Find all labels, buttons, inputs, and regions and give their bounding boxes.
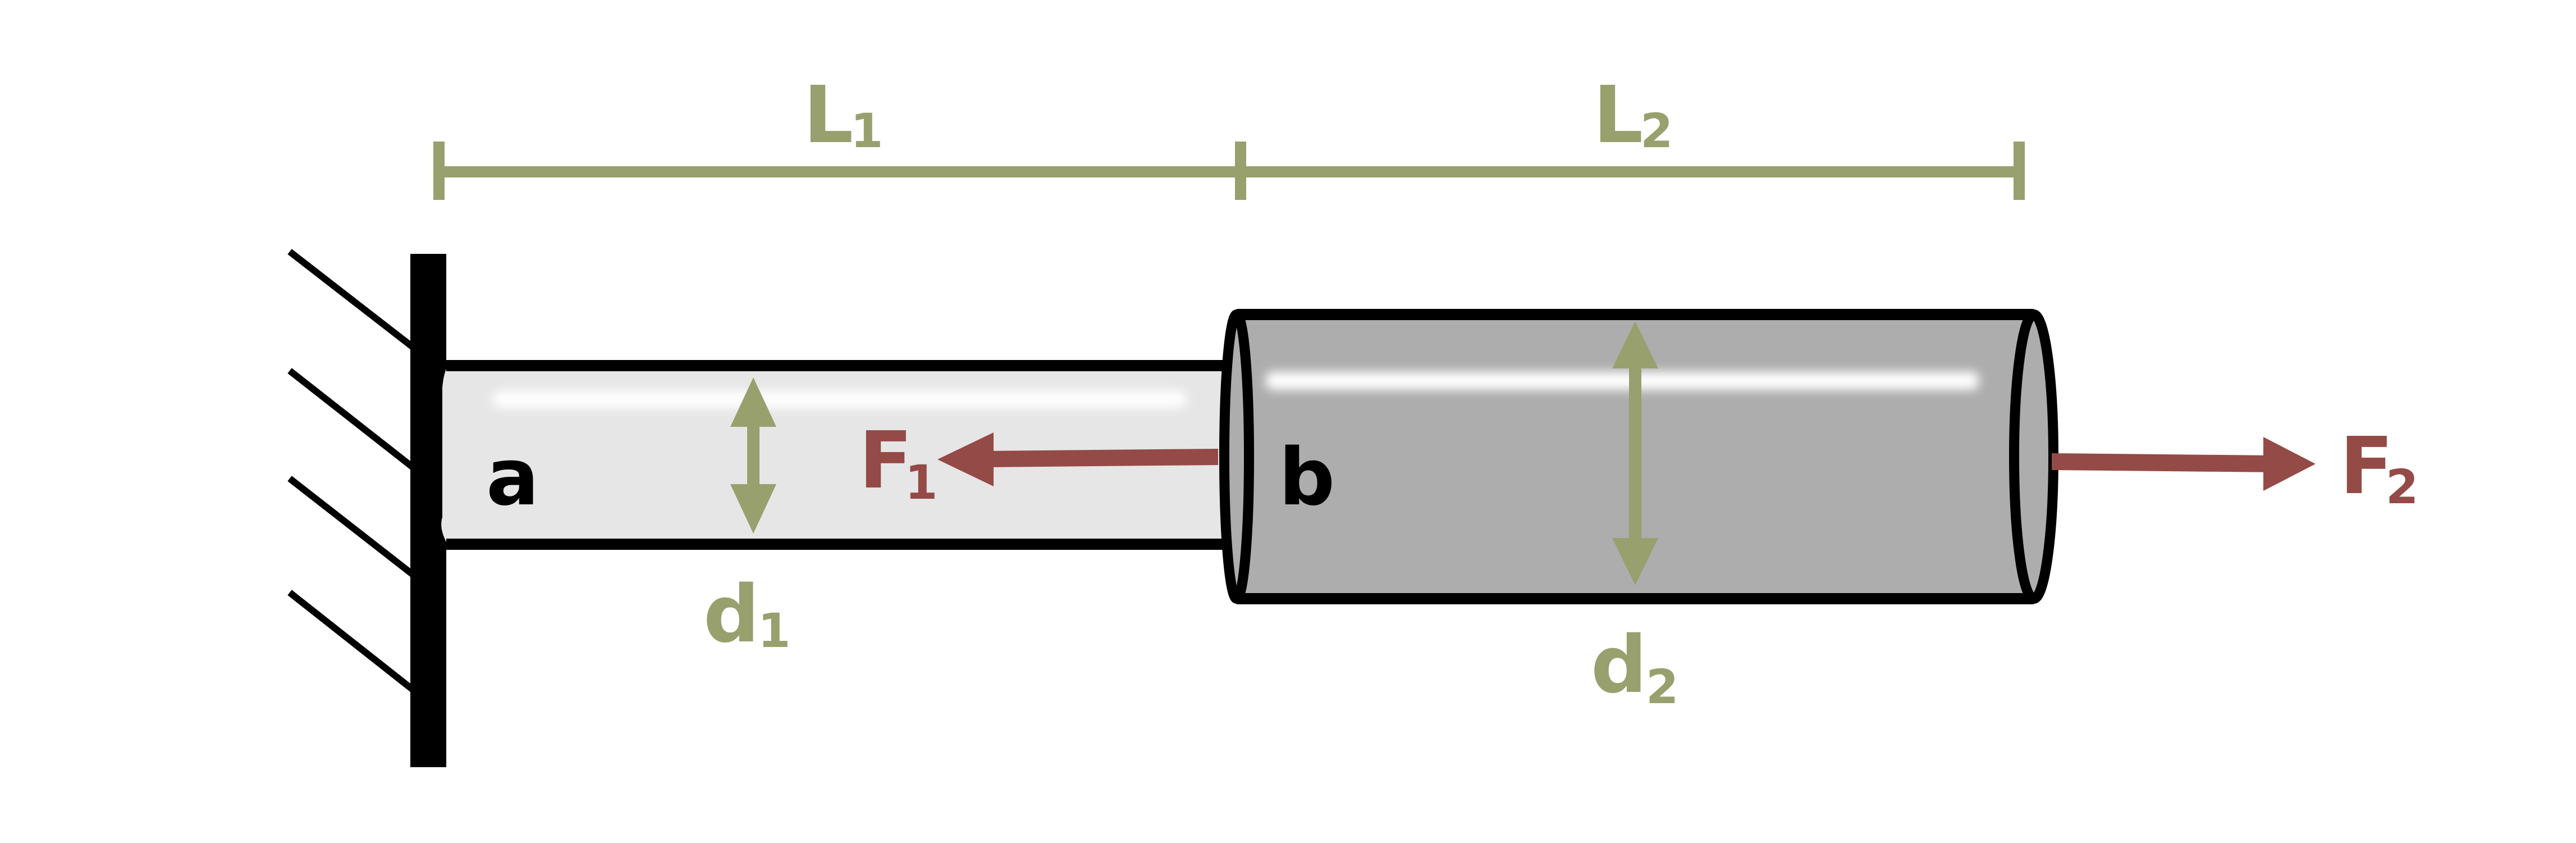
segment-a-label: a	[486, 432, 539, 523]
rod-b-left-end	[1219, 309, 1254, 604]
rod-b-highlight	[1266, 372, 1979, 390]
length-l1-subscript: 1	[850, 103, 883, 158]
force-f2-label: F 2	[2340, 421, 2418, 514]
rod-a-highlight	[493, 391, 1186, 408]
length-dimension	[433, 142, 2025, 200]
segment-b-label: b	[1279, 432, 1335, 523]
rod-b-right-end	[2009, 309, 2058, 604]
length-l1-label: L 1	[803, 70, 883, 161]
rod-segment-a	[441, 360, 1236, 550]
fixed-wall-support	[287, 249, 446, 767]
diameter-d2-subscript: 2	[1646, 659, 1678, 714]
force-f1-label: F 1	[859, 415, 937, 510]
force-f2-subscript: 2	[2386, 459, 2418, 514]
force-f1-arrow	[937, 432, 1218, 486]
force-f1-subscript: 1	[905, 455, 937, 510]
wall-hatching	[287, 249, 417, 694]
diameter-d1-symbol: d	[703, 569, 759, 660]
length-l2-label: L 2	[1593, 70, 1673, 161]
diameter-d2-label: d 2	[1591, 619, 1678, 714]
length-l2-symbol: L	[1593, 70, 1643, 161]
length-l2-subscript: 2	[1640, 103, 1673, 158]
diameter-d2-symbol: d	[1591, 619, 1647, 711]
diameter-d2-arrow	[1612, 321, 1658, 585]
wall-plate	[410, 254, 446, 767]
length-l1-symbol: L	[803, 70, 853, 161]
force-f2-symbol: F	[2340, 421, 2394, 512]
force-f2-arrow	[2052, 437, 2316, 491]
diameter-d1-subscript: 1	[758, 603, 790, 658]
rod-a-body	[441, 369, 1236, 542]
diameter-d1-label: d 1	[703, 569, 790, 660]
diameter-d1-arrow	[730, 377, 776, 534]
force-f1-symbol: F	[859, 415, 913, 507]
